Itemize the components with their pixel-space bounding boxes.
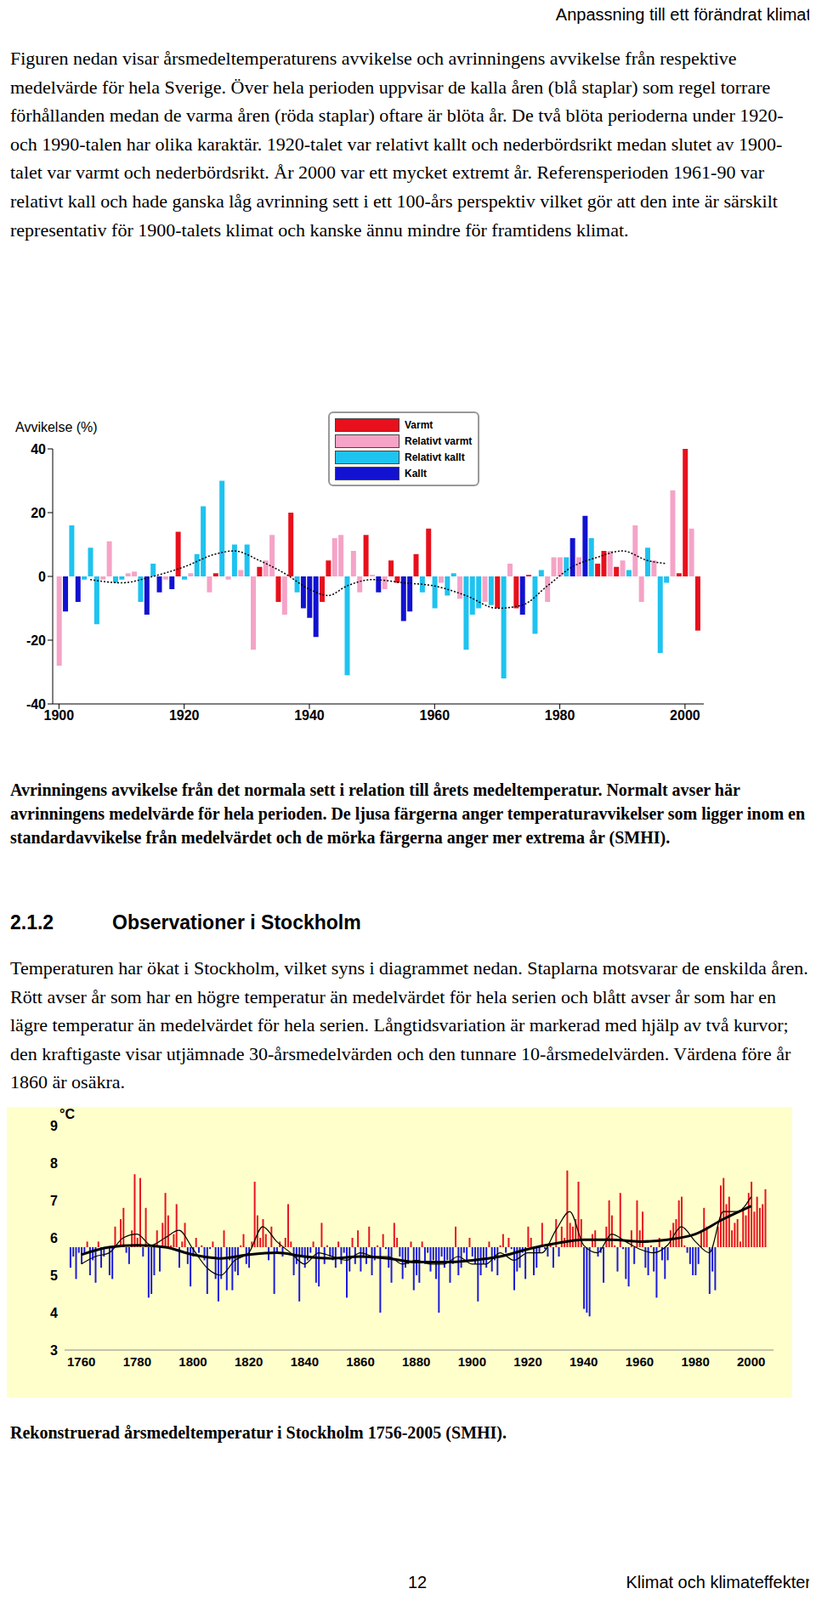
html-text:Observationer i Stockholm: Observationer i Stockholm (112, 911, 361, 934)
svg-text:1900: 1900 (458, 1354, 487, 1369)
html-text:Rekonstruerad årsmedeltemperat: Rekonstruerad årsmedeltemperatur i Stock… (10, 1422, 507, 1442)
svg-text:1780: 1780 (123, 1354, 152, 1369)
svg-text:1980: 1980 (544, 708, 576, 723)
html-text:12: 12 (408, 1572, 427, 1592)
svg-text:40: 40 (30, 442, 46, 457)
svg-text:6: 6 (50, 1230, 58, 1246)
svg-text:1940: 1940 (294, 708, 325, 723)
svg-text:1760: 1760 (67, 1354, 96, 1369)
svg-text:0: 0 (38, 569, 46, 584)
svg-text:4: 4 (50, 1305, 58, 1321)
svg-text:1920: 1920 (169, 708, 200, 723)
svg-text:20: 20 (30, 505, 46, 521)
svg-text:1900: 1900 (44, 708, 75, 723)
svg-text:7: 7 (50, 1193, 58, 1208)
svg-text:1920: 1920 (513, 1354, 542, 1369)
svg-text:-40: -40 (26, 697, 46, 712)
html-text:°C: °C (59, 1106, 75, 1122)
svg-text:1880: 1880 (402, 1354, 431, 1369)
svg-text:1860: 1860 (345, 1354, 374, 1369)
svg-text:2000: 2000 (669, 708, 701, 723)
svg-text:2000: 2000 (736, 1354, 765, 1369)
svg-text:1820: 1820 (234, 1354, 263, 1369)
svg-text:1960: 1960 (419, 708, 450, 723)
svg-text:8: 8 (50, 1156, 58, 1171)
html-text:Varmt: Varmt (404, 418, 433, 431)
svg-text:3: 3 (50, 1343, 58, 1358)
html-text:Temperaturen har ökat i Stockh: Temperaturen har ökat i Stockholm, vilke… (10, 957, 809, 1093)
svg-text:1800: 1800 (178, 1354, 207, 1369)
svg-text:1980: 1980 (680, 1354, 709, 1369)
html-text:Avrinningens avvikelse från de: Avrinningens avvikelse från det normala … (10, 780, 806, 847)
html-text:2.1.2: 2.1.2 (10, 911, 54, 934)
svg-text:5: 5 (50, 1268, 58, 1283)
html-text:Figuren nedan visar årsmedelte: Figuren nedan visar årsmedeltemperaturen… (10, 47, 784, 241)
svg-text:1840: 1840 (290, 1354, 319, 1369)
html-text:Relativt kallt: Relativt kallt (404, 450, 465, 463)
svg-text:-20: -20 (26, 633, 46, 648)
svg-text:9: 9 (50, 1118, 58, 1134)
svg-text:1960: 1960 (625, 1354, 654, 1369)
html-text:Avvikelse (%): Avvikelse (%) (15, 419, 98, 435)
html-text:Kallt: Kallt (404, 467, 427, 479)
html-text:Relativt varmt: Relativt varmt (404, 434, 473, 447)
svg-text:1940: 1940 (569, 1354, 598, 1369)
